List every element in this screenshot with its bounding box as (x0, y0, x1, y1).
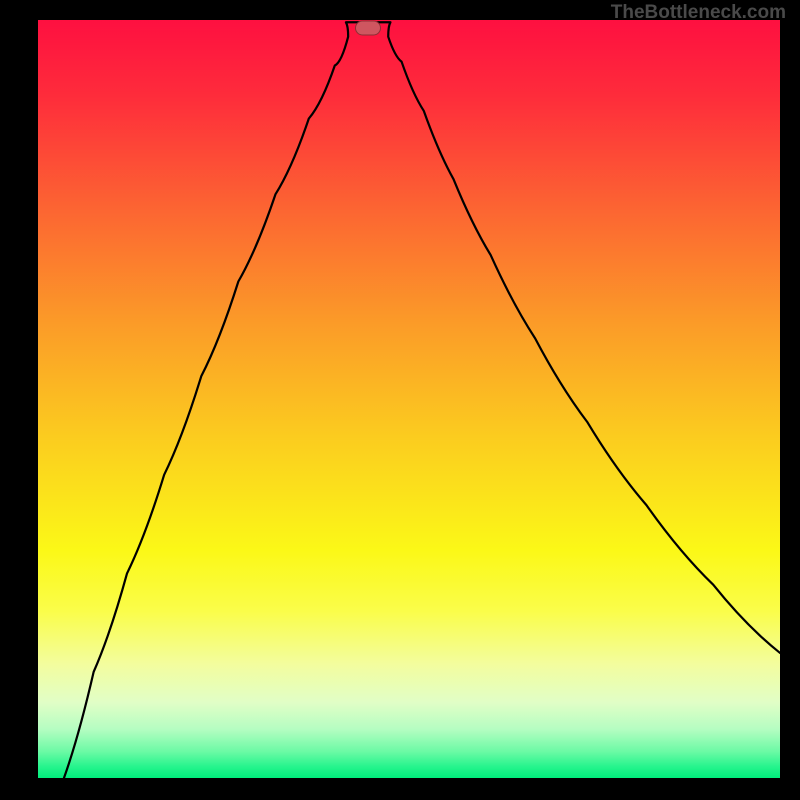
curve-path (64, 22, 780, 778)
bottleneck-marker (355, 21, 381, 36)
watermark-text: TheBottleneck.com (611, 2, 786, 24)
plot-area (38, 20, 780, 778)
bottleneck-curve (38, 20, 780, 778)
viewport: TheBottleneck.com (0, 0, 800, 800)
